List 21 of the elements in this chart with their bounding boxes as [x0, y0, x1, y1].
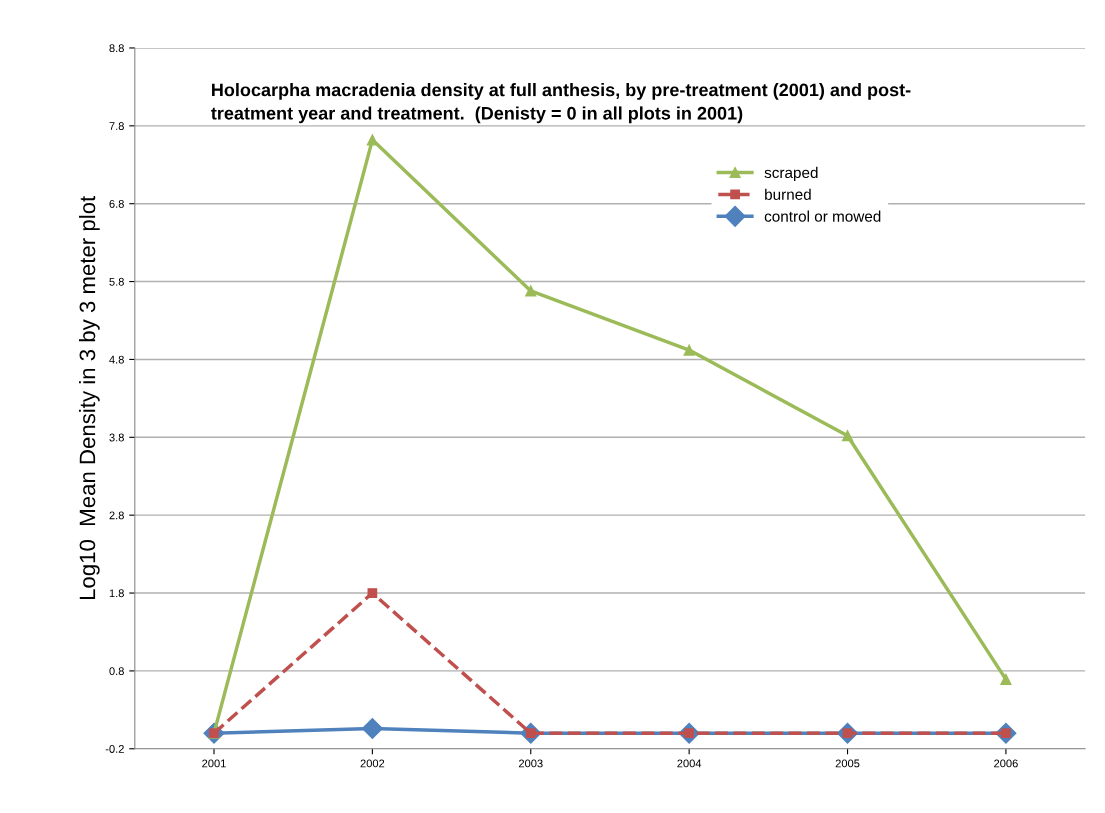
legend-label: scraped — [764, 166, 818, 182]
x-tick-label: 2003 — [518, 759, 543, 768]
x-tick-label: 2001 — [202, 759, 226, 768]
y-axis-title: Log10 Mean Density in 3 by 3 meter plot — [78, 195, 100, 600]
text: Holocarpha macradenia density at full anthesis, by pre-treatment (2001) and post- treatment year and treatment. (Denisty = 0 in all plots in 2001) — [211, 83, 911, 124]
y-tick-label: 6.8 — [109, 199, 124, 208]
legend-label: control or mowed — [764, 210, 881, 222]
y-tick-label: 8.8 — [109, 44, 124, 53]
x-tick-label: 2006 — [994, 759, 1018, 768]
x-tick-label: 2005 — [835, 759, 860, 768]
x-tick-label: 2004 — [677, 759, 702, 768]
y-tick-label: 3.8 — [109, 433, 124, 442]
y-tick-label: 1.8 — [109, 589, 124, 598]
y-tick-label: 4.8 — [109, 355, 124, 364]
y-tick-label: 5.8 — [109, 277, 124, 286]
y-tick-label: -0.2 — [105, 745, 124, 753]
y-tick-label: 2.8 — [109, 511, 124, 520]
x-tick-label: 2002 — [360, 759, 385, 768]
y-tick-label: 0.8 — [109, 667, 124, 676]
legend-label: burned — [765, 188, 811, 200]
y-tick-label: 7.8 — [109, 122, 124, 130]
